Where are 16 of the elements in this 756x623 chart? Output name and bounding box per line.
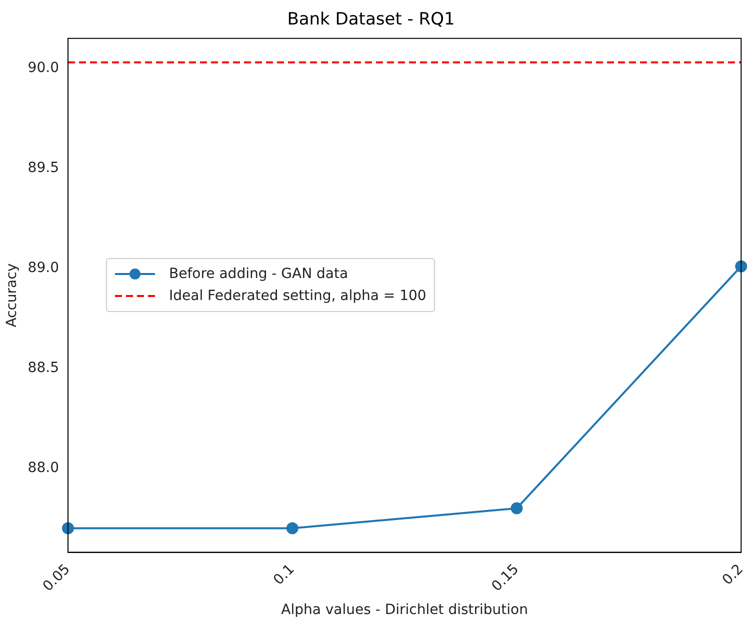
point bbox=[735, 260, 748, 272]
y-tick-label: 89.5 bbox=[28, 160, 59, 176]
x-axis-title: Alpha values - Dirichlet distribution bbox=[281, 602, 528, 618]
x-tick-label: 0.1 bbox=[270, 561, 298, 588]
x-tick-label: 0.2 bbox=[719, 561, 747, 588]
y-tick-label: 90.0 bbox=[28, 60, 59, 76]
y-axis-title: Accuracy bbox=[4, 263, 20, 328]
chart-title: Bank Dataset - RQ1 bbox=[287, 10, 455, 30]
y-tick-label: 88.0 bbox=[28, 460, 59, 476]
y-tick-label: 89.0 bbox=[28, 260, 59, 276]
y-tick-label: 88.5 bbox=[28, 360, 59, 376]
point bbox=[510, 502, 523, 514]
legend-label: Ideal Federated setting, alpha = 100 bbox=[169, 288, 426, 304]
point bbox=[62, 522, 74, 534]
point bbox=[286, 522, 298, 534]
legend-label: Before adding - GAN data bbox=[169, 266, 348, 282]
